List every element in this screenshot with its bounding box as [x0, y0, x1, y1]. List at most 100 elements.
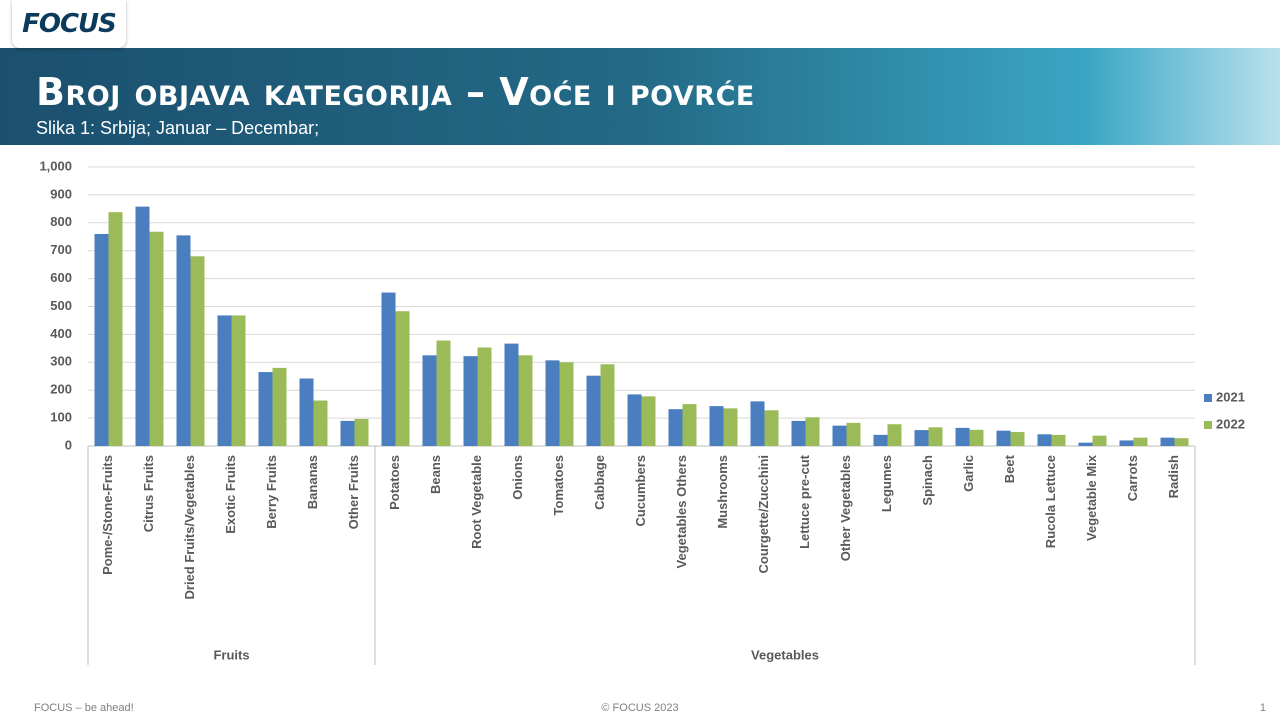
bar — [463, 356, 478, 446]
bar — [641, 396, 656, 446]
x-tick-label: Exotic Fruits — [223, 455, 238, 534]
y-tick-label: 600 — [50, 270, 72, 285]
bar — [873, 434, 888, 446]
banner: Broj objava kategorija – Voće i povrće S… — [0, 48, 1280, 145]
y-tick-label: 200 — [50, 382, 72, 397]
bar — [1133, 437, 1148, 446]
bar — [1174, 438, 1189, 446]
y-tick-label: 1,000 — [39, 158, 72, 173]
y-tick-label: 700 — [50, 242, 72, 257]
bar — [299, 378, 314, 446]
bar — [955, 427, 970, 446]
x-tick-label: Radish — [1166, 455, 1181, 498]
bar — [217, 315, 232, 446]
bar — [190, 256, 205, 446]
bar — [231, 315, 246, 446]
y-tick-label: 400 — [50, 326, 72, 341]
y-tick-label: 0 — [65, 437, 72, 452]
x-tick-label: Mushrooms — [715, 455, 730, 529]
bar — [600, 364, 615, 446]
bar — [805, 417, 820, 446]
x-tick-label: Carrots — [1125, 455, 1140, 501]
y-tick-label: 800 — [50, 214, 72, 229]
bar — [1092, 435, 1107, 446]
x-tick-label: Beet — [1002, 454, 1017, 483]
x-tick-label: Courgette/Zucchini — [756, 455, 771, 573]
bar — [436, 340, 451, 446]
bar — [477, 347, 492, 446]
x-tick-label: Rucola Lettuce — [1043, 455, 1058, 548]
bar — [832, 425, 847, 446]
x-tick-label: Cucumbers — [633, 455, 648, 527]
x-tick-label: Tomatoes — [551, 455, 566, 515]
footer-left: FOCUS – be ahead! — [34, 702, 134, 714]
bar — [1037, 434, 1052, 446]
legend-label: 2021 — [1216, 389, 1245, 404]
bar — [395, 311, 410, 446]
bar — [1010, 432, 1025, 446]
page-number: 1 — [1259, 702, 1266, 714]
bar — [928, 427, 943, 446]
bar — [682, 404, 697, 446]
y-tick-label: 100 — [50, 410, 72, 425]
x-tick-label: Pome-/Stone-Fruits — [100, 455, 115, 575]
bar — [545, 360, 560, 446]
bar — [887, 424, 902, 446]
bar — [846, 422, 861, 446]
x-tick-label: Other Fruits — [346, 455, 361, 529]
bar — [422, 355, 437, 446]
x-tick-label: Lettuce pre-cut — [797, 454, 812, 549]
x-tick-label: Garlic — [961, 455, 976, 492]
x-tick-label: Legumes — [879, 455, 894, 512]
bar — [258, 372, 273, 446]
group-label: Fruits — [213, 647, 249, 662]
legend-swatch — [1204, 421, 1212, 429]
x-tick-label: Beans — [428, 455, 443, 494]
bar — [764, 410, 779, 446]
group-label: Vegetables — [751, 647, 819, 662]
bar — [969, 429, 984, 446]
x-tick-label: Potatoes — [387, 455, 402, 510]
bar — [709, 406, 724, 446]
x-tick-label: Spinach — [920, 455, 935, 506]
x-tick-label: Bananas — [305, 455, 320, 509]
x-tick-label: Dried Fruits/Vegetables — [182, 455, 197, 600]
logo: FOCUS — [12, 0, 126, 48]
bar — [272, 367, 287, 446]
bar — [723, 408, 738, 446]
bar — [1051, 434, 1066, 446]
x-tick-label: Root Vegetable — [469, 455, 484, 549]
bar — [94, 233, 109, 446]
bar — [1078, 442, 1093, 446]
bar — [135, 206, 150, 446]
bar — [176, 235, 191, 446]
bar — [354, 418, 369, 446]
bar — [586, 375, 601, 446]
x-tick-label: Other Vegetables — [838, 455, 853, 561]
y-tick-label: 500 — [50, 298, 72, 313]
bar — [791, 420, 806, 446]
bar — [914, 430, 929, 446]
x-tick-label: Vegetables Others — [674, 455, 689, 568]
bar — [518, 355, 533, 446]
bar — [668, 409, 683, 446]
bar — [996, 430, 1011, 446]
bar — [559, 362, 574, 446]
bar — [1119, 440, 1134, 446]
bar — [149, 231, 164, 446]
x-tick-label: Cabbage — [592, 455, 607, 510]
x-tick-label: Onions — [510, 455, 525, 500]
title: Broj objava kategorija – Voće i povrće — [36, 70, 755, 114]
y-tick-label: 300 — [50, 354, 72, 369]
subtitle: Slika 1: Srbija; Januar – Decembar; — [36, 118, 320, 138]
legend-label: 2022 — [1216, 416, 1245, 431]
bar — [340, 420, 355, 446]
x-tick-label: Citrus Fruits — [141, 455, 156, 532]
bar — [313, 400, 328, 446]
y-tick-label: 900 — [50, 186, 72, 201]
legend-swatch — [1204, 394, 1212, 402]
bar — [504, 343, 519, 446]
x-tick-label: Vegetable Mix — [1084, 454, 1099, 541]
bar — [108, 212, 123, 446]
